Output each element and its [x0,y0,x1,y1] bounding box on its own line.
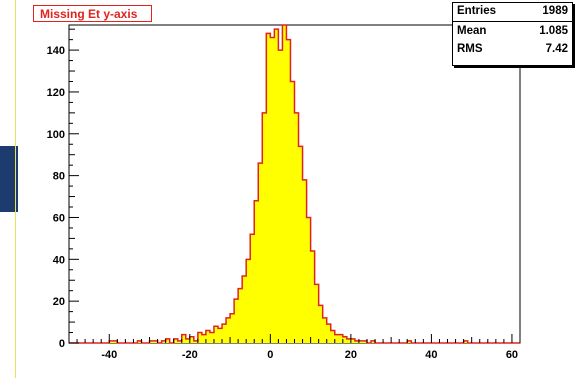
y-tick-label: 60 [53,212,65,224]
stat-row-entries: Entries 1989 [457,5,568,20]
left-edge-band [0,146,18,212]
stat-value: 7.42 [545,43,568,55]
y-tick-label: 20 [53,296,65,308]
canvas-frame [15,0,576,378]
x-tick-label: 60 [506,349,518,361]
stat-key: Entries [457,5,496,17]
histogram-title: Missing Et y-axis [33,5,153,22]
x-tick-label: 40 [425,349,437,361]
stat-value: 1989 [542,5,568,17]
stats-separator [453,21,572,22]
y-tick-label: 140 [47,45,65,57]
x-tick-label: 20 [345,349,357,361]
y-axis: 0 20 40 60 80 100 120 140 [47,28,79,350]
statistics-box: Entries 1989 Mean 1.085 RMS 7.42 [452,2,573,66]
stat-row-mean: Mean 1.085 [457,25,568,40]
stat-value: 1.085 [539,25,568,37]
stat-row-rms: RMS 7.42 [457,43,568,58]
x-tick-label: 0 [267,349,273,361]
histogram-fill [69,25,520,343]
x-axis: -40 -20 0 20 40 60 [68,334,521,361]
y-tick-label: 0 [59,338,65,350]
y-tick-label: 120 [47,87,65,99]
x-tick-label: -40 [101,349,117,361]
y-tick-label: 100 [47,129,65,141]
stat-key: RMS [457,43,483,55]
y-tick-label: 80 [53,171,65,183]
y-tick-label: 40 [53,254,65,266]
histogram-outline [69,24,520,344]
stat-key: Mean [457,25,487,37]
x-tick-label: -20 [182,349,198,361]
